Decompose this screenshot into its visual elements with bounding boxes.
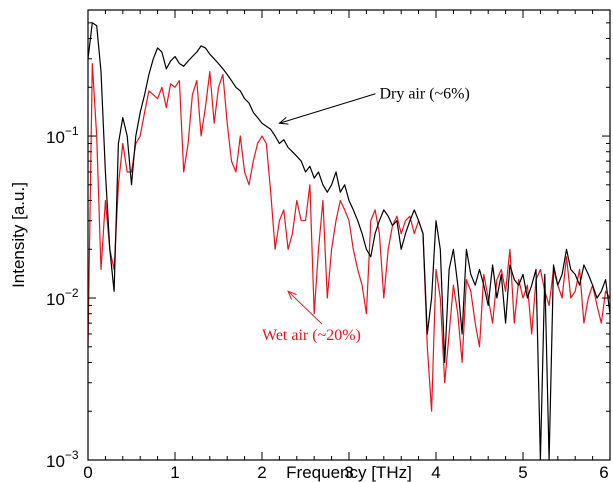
- y-tick-label: 10−3: [46, 448, 79, 471]
- series-line-dry-air-6: [87, 22, 611, 461]
- x-tick-label: 4: [431, 463, 440, 482]
- plot-frame: [87, 9, 611, 461]
- annotation-dry-air-6: Dry air (~6%): [379, 86, 469, 103]
- y-tick-label: 10−1: [46, 124, 79, 147]
- x-tick-label: 3: [344, 463, 353, 482]
- x-axis-title: Frequency [THz]: [286, 463, 412, 482]
- x-tick-label: 0: [83, 463, 92, 482]
- annotation-arrow-head: [278, 117, 289, 125]
- annotation-wet-air-20: Wet air (~20%): [262, 327, 361, 344]
- x-tick-label: 6: [599, 463, 608, 482]
- series-line-wet-air-20: [87, 62, 611, 412]
- x-tick-label: 2: [257, 463, 266, 482]
- x-tick-label: 1: [170, 463, 179, 482]
- tick-layer: 0 1 2 3 4 5 6 10−1 10−2 10−3: [46, 10, 611, 482]
- y-tick-label: 10−2: [46, 286, 79, 309]
- x-tick-label: 5: [518, 463, 527, 482]
- annotation-arrow-line: [287, 290, 323, 325]
- y-axis-title: Intensity [a.u.]: [9, 182, 28, 288]
- annotation-layer: Dry air (~6%) Wet air (~20%): [262, 86, 470, 344]
- series-layer: [87, 22, 611, 461]
- annotation-arrow-head: [287, 290, 297, 300]
- annotation-arrow-line: [279, 93, 376, 124]
